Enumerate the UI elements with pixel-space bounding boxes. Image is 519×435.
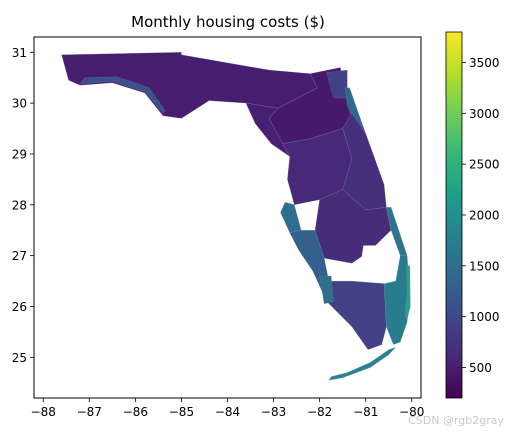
x-tick-label: −87	[77, 405, 102, 419]
region-miami-coast	[404, 265, 411, 320]
region-florida-keys	[328, 347, 396, 381]
y-tick-label: 27	[12, 249, 27, 263]
map-regions	[61, 52, 411, 381]
region-panhandle	[61, 52, 318, 119]
colorbar-tick-label: 1000	[469, 310, 500, 324]
region-gulf-coast-strip	[79, 76, 166, 114]
y-tick-label: 29	[12, 147, 27, 161]
watermark: CSDN @rgb2gray	[408, 414, 504, 427]
y-axis: 25 26 27 28 29 30 31	[12, 46, 34, 365]
y-tick-label: 31	[12, 46, 27, 60]
x-tick-label: −83	[261, 405, 286, 419]
lake-okeechobee	[361, 245, 385, 271]
x-tick-label: −82	[307, 405, 332, 419]
colorbar-tick-label: 500	[469, 361, 492, 375]
x-tick-label: −81	[353, 405, 378, 419]
colorbar-tick-label: 2500	[469, 158, 500, 172]
colorbar-tick-label: 3000	[469, 107, 500, 121]
y-tick-label: 30	[12, 97, 27, 111]
x-tick-label: −86	[123, 405, 148, 419]
x-tick-label: −85	[169, 405, 194, 419]
x-tick-label: −88	[31, 405, 56, 419]
colorbar-tick-label: 2000	[469, 209, 500, 223]
y-tick-label: 26	[12, 300, 27, 314]
region-central-east	[342, 112, 387, 211]
colorbar-tick-label: 3500	[469, 56, 500, 70]
y-tick-label: 25	[12, 351, 27, 365]
x-tick-label: −84	[215, 405, 240, 419]
colorbar-tick-label: 1500	[469, 259, 500, 273]
x-axis: −88 −87 −86 −85 −84 −83 −82 −81 −80	[31, 398, 424, 419]
region-fort-myers-naples	[319, 275, 334, 305]
colorbar	[445, 31, 463, 399]
colorbar-ticks: 500 1000 1500 2000 2500 3000 3500	[462, 56, 500, 375]
chart-title: Monthly housing costs ($)	[131, 13, 325, 31]
y-tick-label: 28	[12, 198, 27, 212]
map-lakes	[361, 245, 385, 271]
x-tick-label: −80	[399, 405, 424, 419]
